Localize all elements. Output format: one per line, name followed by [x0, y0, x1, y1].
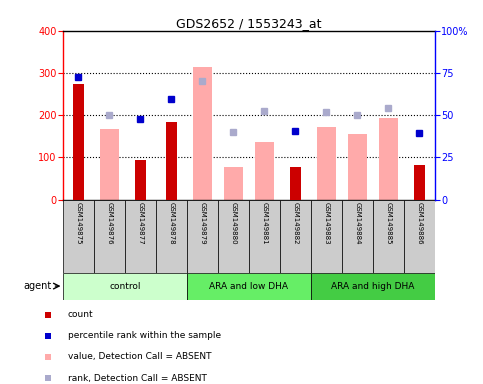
Bar — [218, 200, 249, 273]
Bar — [224, 167, 242, 200]
Text: GSM149875: GSM149875 — [75, 202, 81, 244]
Bar — [73, 84, 84, 200]
Text: agent: agent — [23, 281, 52, 291]
Bar — [414, 165, 425, 200]
Bar — [373, 200, 404, 273]
Bar — [63, 273, 187, 300]
Bar — [94, 200, 125, 273]
Bar — [100, 129, 118, 200]
Bar — [255, 142, 273, 200]
Bar — [156, 200, 187, 273]
Text: GSM149877: GSM149877 — [137, 202, 143, 245]
Title: GDS2652 / 1553243_at: GDS2652 / 1553243_at — [176, 17, 322, 30]
Bar — [379, 118, 398, 200]
Bar — [317, 127, 336, 200]
Text: value, Detection Call = ABSENT: value, Detection Call = ABSENT — [68, 353, 211, 361]
Bar — [135, 160, 146, 200]
Text: GSM149878: GSM149878 — [168, 202, 174, 245]
Text: percentile rank within the sample: percentile rank within the sample — [68, 331, 221, 340]
Text: GSM149884: GSM149884 — [354, 202, 360, 244]
Bar — [166, 122, 177, 200]
Text: GSM149879: GSM149879 — [199, 202, 205, 245]
Bar — [187, 200, 218, 273]
Bar — [311, 200, 342, 273]
Bar — [125, 200, 156, 273]
Bar — [348, 134, 367, 200]
Bar — [311, 273, 435, 300]
Bar — [290, 167, 300, 200]
Text: GSM149880: GSM149880 — [230, 202, 236, 245]
Text: GSM149886: GSM149886 — [416, 202, 422, 245]
Text: control: control — [109, 281, 141, 291]
Text: GSM149881: GSM149881 — [261, 202, 267, 245]
Bar — [249, 200, 280, 273]
Bar — [404, 200, 435, 273]
Text: count: count — [68, 310, 93, 319]
Text: GSM149885: GSM149885 — [385, 202, 391, 244]
Bar — [187, 273, 311, 300]
Text: GSM149883: GSM149883 — [323, 202, 329, 245]
Text: ARA and low DHA: ARA and low DHA — [209, 281, 288, 291]
Bar — [342, 200, 373, 273]
Text: GSM149876: GSM149876 — [106, 202, 112, 245]
Bar — [280, 200, 311, 273]
Text: rank, Detection Call = ABSENT: rank, Detection Call = ABSENT — [68, 374, 207, 382]
Bar — [193, 67, 212, 200]
Text: ARA and high DHA: ARA and high DHA — [331, 281, 414, 291]
Text: GSM149882: GSM149882 — [292, 202, 298, 244]
Bar — [63, 200, 94, 273]
